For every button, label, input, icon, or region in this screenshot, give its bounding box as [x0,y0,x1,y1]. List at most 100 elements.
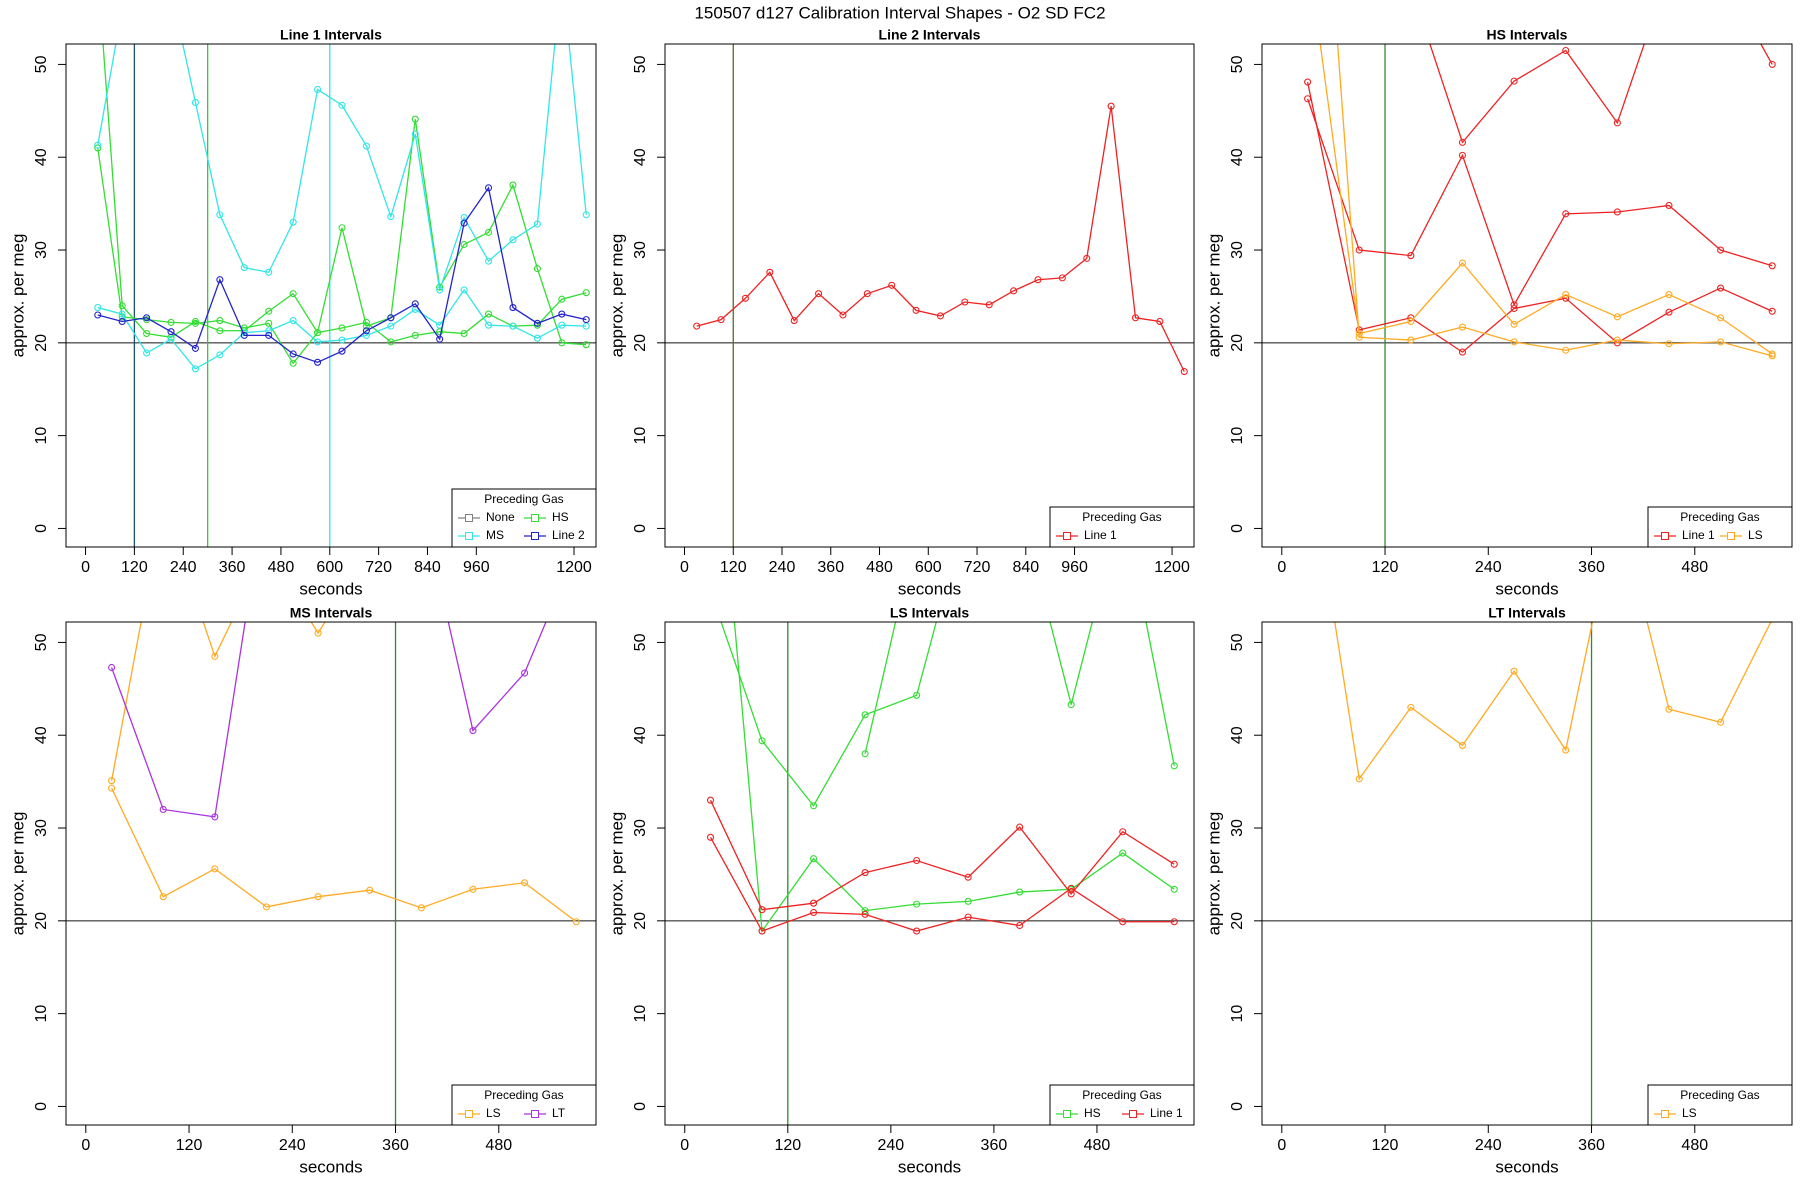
x-tick-label: 480 [268,559,295,576]
legend-marker [1661,532,1669,540]
series-line [696,106,1185,372]
data-point [216,211,224,219]
data-point [314,338,322,346]
data-point [1665,201,1673,210]
x-tick-label: 240 [1475,559,1502,576]
series-line [97,186,587,364]
y-tick-label: 40 [33,148,50,166]
data-point [216,276,224,284]
data-point [1613,208,1621,216]
data-point [1768,352,1776,360]
data-point [411,300,419,308]
data-point [366,886,374,894]
y-tick-label: 20 [632,912,649,930]
legend-label: Line 1 [1150,1106,1183,1120]
data-point [839,311,847,319]
data-point [1717,338,1725,346]
data-point [314,329,322,337]
data-point [1768,60,1776,68]
data-point [1510,304,1518,313]
x-axis-label: seconds [299,1157,362,1176]
data-point [1665,308,1673,316]
data-point [558,295,566,303]
data-point [167,318,175,326]
legend-label: HS [1084,1106,1101,1120]
y-tick-label: 20 [632,334,649,352]
legend-marker [1063,1110,1071,1118]
chart-title: Line 1 Intervals [280,27,382,43]
data-point [693,322,701,330]
data-point [1510,667,1518,675]
x-axis-label: seconds [1495,579,1558,598]
x-tick-label: 1200 [556,559,592,576]
plot-frame [664,621,1195,1126]
y-tick-label: 10 [33,1005,50,1023]
y-axis-label: approx. per meg [1204,812,1223,936]
data-point [240,264,248,272]
data-point [582,316,590,324]
data-point [1458,138,1467,146]
data-point [469,885,477,893]
data-point [964,873,972,881]
plot-frame [65,43,597,548]
data-point [143,329,151,338]
data-point [758,927,766,935]
data-point [1458,151,1467,159]
x-tick-label: 120 [720,559,747,576]
data-point [460,329,468,338]
data-point [436,286,444,294]
data-point [861,907,869,915]
data-point [484,310,493,318]
data-point [815,290,823,298]
legend-marker [531,532,539,540]
data-point [94,311,102,319]
data-point [558,321,566,329]
data-point [1510,338,1518,346]
series-line [97,44,587,291]
data-point [1355,775,1363,783]
y-tick-label: 0 [33,1102,50,1111]
x-tick-label: 600 [316,559,343,576]
x-tick-label: 120 [1372,559,1399,576]
data-point [1458,741,1467,749]
data-point [1562,346,1570,354]
data-point [216,351,224,359]
legend-box [1049,1084,1195,1126]
data-point [1016,888,1024,896]
data-point [810,908,818,917]
data-point [265,268,273,276]
data-point [436,283,444,291]
data-point [1067,884,1075,892]
legend-box [451,1084,597,1126]
x-tick-label: 0 [1277,1137,1286,1154]
data-point [1562,46,1570,55]
data-point [1010,287,1018,295]
data-point [961,298,969,306]
series-line [720,622,1175,807]
data-point [1058,274,1066,282]
y-axis-label: approx. per meg [607,234,626,358]
chart-title: MS Intervals [290,605,373,621]
y-tick-label: 30 [632,819,649,837]
x-axis-label: seconds [1495,1157,1558,1176]
x-tick-label: 0 [680,559,689,576]
data-point [582,341,590,349]
data-point [1034,276,1042,284]
data-point [362,318,370,326]
data-point [964,913,972,921]
x-tick-label: 120 [176,1137,203,1154]
y-tick-label: 30 [1229,241,1246,259]
series-line [110,622,547,818]
y-tick-label: 10 [632,1005,649,1023]
data-point [1170,885,1178,893]
data-point [758,737,766,745]
legend-title: Preceding Gas [1680,1088,1759,1102]
data-point [1458,323,1467,331]
data-point [417,904,425,912]
legend-marker [531,514,539,522]
y-axis-label: approx. per meg [1204,234,1223,358]
data-point [741,294,749,302]
data-point [533,220,541,228]
data-point [582,211,590,219]
